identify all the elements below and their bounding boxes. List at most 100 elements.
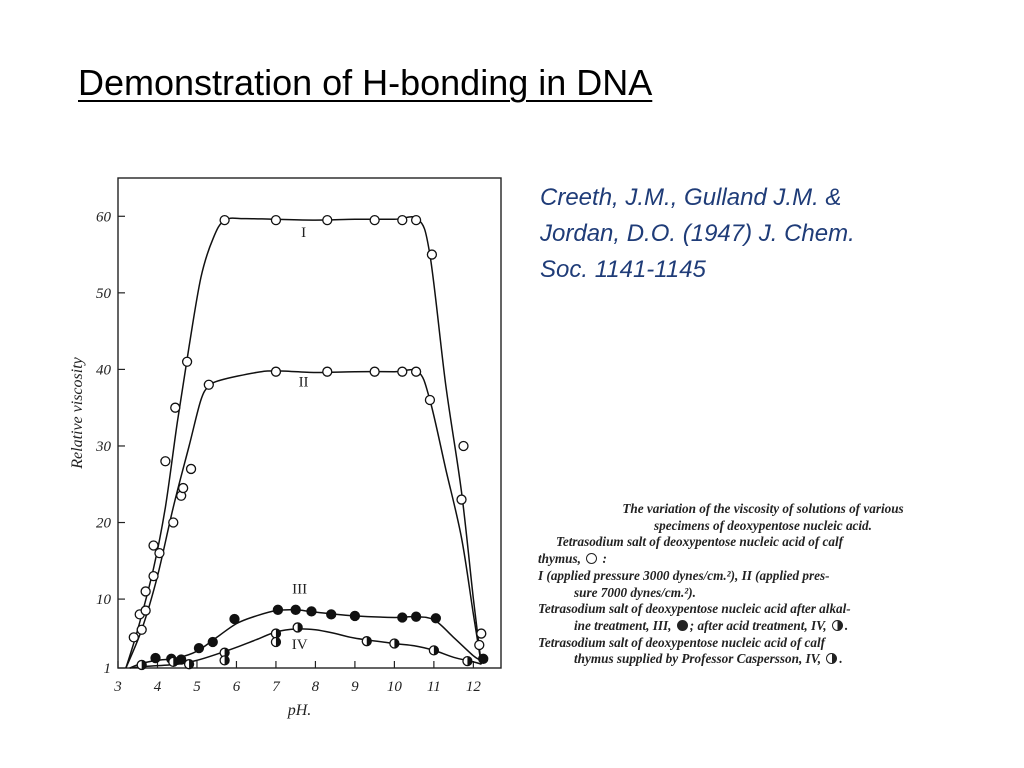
point-series-iv bbox=[219, 655, 230, 666]
x-tick-label: 5 bbox=[193, 679, 201, 695]
point-series-i bbox=[170, 402, 181, 413]
point-series-iv bbox=[462, 655, 473, 667]
point-series-ii bbox=[203, 379, 214, 390]
plot-frame bbox=[117, 177, 502, 669]
point-series-iii bbox=[326, 609, 337, 620]
citation-line: Creeth, J.M., Gulland J.M. & bbox=[540, 184, 842, 211]
caption-text: ; after acid treatment, IV, bbox=[689, 617, 827, 633]
point-series-ii bbox=[476, 628, 487, 639]
point-series-iv bbox=[136, 659, 147, 671]
slide-title: Demonstration of H-bonding in DNA bbox=[78, 62, 653, 103]
point-series-i bbox=[181, 356, 193, 367]
point-series-iv bbox=[270, 628, 282, 639]
point-series-iv bbox=[183, 659, 195, 670]
point-series-i bbox=[270, 214, 282, 226]
series-curves bbox=[125, 216, 483, 669]
point-series-ii bbox=[177, 482, 189, 494]
caption-line: Tetrasodium salt of deoxypentose nucleic… bbox=[538, 634, 826, 650]
caption-text: . bbox=[844, 617, 849, 633]
curve-label: II bbox=[299, 374, 309, 390]
point-series-iii bbox=[397, 612, 408, 623]
curve-label: III bbox=[292, 582, 307, 598]
y-axis-label: Relative viscosity bbox=[69, 356, 86, 469]
x-tick-label: 4 bbox=[154, 679, 162, 695]
point-series-iv bbox=[168, 656, 179, 668]
x-tick-label: 6 bbox=[233, 679, 241, 695]
figure-caption: The variation of the viscosity of soluti… bbox=[538, 501, 988, 668]
point-series-i bbox=[410, 214, 422, 226]
point-series-iii bbox=[207, 636, 218, 648]
point-series-ii bbox=[270, 366, 282, 377]
caption-line: I (applied pressure 3000 dynes/cm.²), II… bbox=[538, 567, 830, 583]
x-tick-label: 7 bbox=[272, 679, 281, 695]
caption-line: thymus supplied by Professor Caspersson,… bbox=[538, 651, 988, 668]
point-series-iv bbox=[389, 638, 400, 649]
point-series-ii bbox=[154, 548, 165, 559]
caption-text: ine treatment, III, bbox=[574, 617, 672, 633]
x-axis-label: pH. bbox=[287, 702, 312, 719]
point-series-iii bbox=[306, 606, 317, 617]
citation-line: Soc. 1141-1145 bbox=[540, 256, 706, 283]
series-points bbox=[128, 214, 489, 671]
point-series-iii bbox=[290, 604, 301, 615]
axis-ticks: 3 4 5 6 7 8 9 10 11 12 1 10 20 30 40 50 60 bbox=[95, 209, 481, 695]
x-tick-label: 8 bbox=[312, 679, 320, 695]
point-series-i bbox=[369, 214, 380, 226]
point-series-iii bbox=[410, 611, 422, 622]
point-series-i bbox=[474, 639, 485, 651]
y-tick-label: 20 bbox=[96, 516, 112, 532]
caption-line: The variation of the viscosity of soluti… bbox=[622, 501, 904, 516]
point-series-ii bbox=[456, 494, 467, 505]
caption-line: specimens of deoxypentose nucleic acid. bbox=[654, 517, 872, 533]
x-tick-label: 12 bbox=[466, 679, 482, 695]
point-series-iii bbox=[193, 642, 205, 654]
y-tick-label: 1 bbox=[104, 661, 112, 677]
y-tick-label: 40 bbox=[96, 362, 112, 378]
point-series-iv bbox=[361, 636, 372, 647]
caption-text: : bbox=[602, 551, 607, 567]
caption-line: thymus, : bbox=[538, 551, 988, 568]
point-series-i bbox=[426, 249, 438, 260]
caption-text: thymus supplied by Professor Caspersson,… bbox=[574, 651, 822, 667]
point-series-ii bbox=[410, 366, 422, 377]
point-series-i bbox=[128, 632, 139, 643]
y-tick-label: 30 bbox=[95, 439, 112, 455]
point-series-iii bbox=[272, 604, 284, 615]
point-series-ii bbox=[136, 624, 147, 635]
curve-label: IV bbox=[292, 637, 308, 653]
point-series-i bbox=[160, 456, 171, 467]
curve-label: I bbox=[301, 225, 306, 241]
point-series-ii bbox=[369, 366, 380, 377]
x-tick-label: 11 bbox=[427, 679, 441, 695]
caption-line: sure 7000 dynes/cm.²). bbox=[574, 584, 696, 600]
y-tick-label: 50 bbox=[96, 286, 112, 302]
citation: Creeth, J.M., Gulland J.M. & Jordan, D.O… bbox=[540, 180, 980, 288]
y-tick-label: 60 bbox=[96, 209, 112, 225]
caption-line: ine treatment, III, ; after acid treatme… bbox=[538, 618, 988, 635]
point-series-i bbox=[322, 214, 333, 226]
x-tick-label: 10 bbox=[387, 679, 403, 695]
point-series-iii bbox=[229, 613, 240, 625]
point-series-ii bbox=[168, 517, 179, 528]
curve-series-i bbox=[125, 216, 483, 669]
x-tick-label: 3 bbox=[113, 679, 122, 695]
point-series-ii bbox=[140, 605, 151, 616]
point-series-iii bbox=[478, 653, 489, 664]
caption-line: Tetrasodium salt of deoxypentose nucleic… bbox=[538, 601, 851, 617]
point-series-iii bbox=[150, 652, 161, 664]
point-series-ii bbox=[185, 463, 197, 475]
point-series-iv bbox=[292, 622, 303, 633]
half-circle-symbol bbox=[826, 653, 838, 665]
point-series-ii bbox=[424, 394, 436, 406]
caption-text: . bbox=[839, 651, 843, 667]
filled-circle-symbol bbox=[676, 619, 688, 631]
point-series-iii bbox=[430, 613, 442, 624]
y-tick-label: 10 bbox=[96, 592, 112, 608]
point-series-i bbox=[458, 440, 469, 452]
point-series-ii bbox=[148, 570, 159, 582]
x-tick-label: 9 bbox=[351, 679, 359, 695]
point-series-i bbox=[140, 586, 151, 597]
half-filled-circle-symbol bbox=[831, 619, 843, 631]
caption-line: Tetrasodium salt of deoxypentose nucleic… bbox=[556, 534, 844, 550]
